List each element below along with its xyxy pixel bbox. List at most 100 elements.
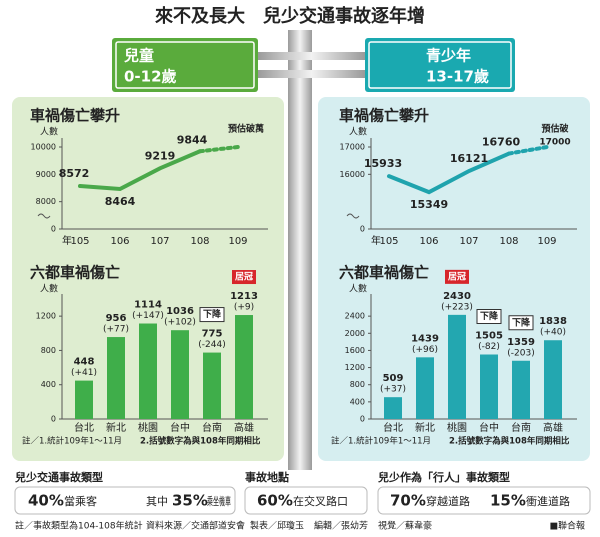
y-tick-label: 0 — [51, 225, 56, 234]
x-axis-label: 年 — [62, 234, 72, 247]
line — [387, 151, 511, 195]
summary-heading: 兒少交通事故類型 — [15, 470, 103, 484]
footer-brand: ■聯合報 — [549, 520, 585, 532]
point-label: 9219 — [145, 149, 176, 162]
value-label: 1439 — [411, 333, 439, 344]
x-tick-label: 107 — [459, 236, 478, 247]
sign-border — [368, 41, 512, 89]
bar — [448, 314, 466, 419]
note: 2.括號數字為與108年同期相比 — [140, 436, 261, 447]
value-label: 1213 — [230, 291, 258, 302]
sign-border — [115, 41, 255, 89]
x-tick-label: 高雄 — [234, 421, 254, 434]
x-tick-label: 105 — [379, 236, 398, 247]
summary-text: 當乘客 — [64, 494, 97, 508]
sign-label: 青少年 — [426, 47, 471, 65]
point-label: 9844 — [177, 133, 208, 146]
bar — [203, 352, 221, 419]
bar — [107, 337, 125, 419]
badge — [199, 307, 225, 323]
y-tick-label: 800 — [41, 346, 56, 355]
summary-heading: 兒少作為「行人」事故類型 — [378, 470, 510, 484]
note: 註／1.統計109年1～11月 — [22, 436, 122, 447]
x-tick-label: 108 — [190, 236, 209, 247]
chart-title: 六都車禍傷亡 — [30, 264, 120, 282]
bar — [75, 380, 93, 419]
y-tick-label: 400 — [41, 380, 56, 389]
point-label: 15349 — [410, 198, 448, 211]
chart-title: 車禍傷亡攀升 — [339, 107, 429, 125]
y-axis-label: 人數 — [40, 283, 58, 295]
change-label: (-82) — [478, 342, 500, 352]
pole — [288, 30, 312, 470]
badge-label: 下降 — [203, 308, 222, 320]
x-tick-label: 桃園 — [138, 421, 158, 434]
change-label: (+40) — [540, 328, 566, 338]
badge — [476, 309, 502, 324]
bar — [544, 340, 562, 419]
value-label: 1505 — [475, 331, 503, 342]
annotation: 預估破 — [541, 123, 569, 135]
footer-credit: 製表／邱瓊玉 — [250, 520, 304, 532]
y-tick-label: 2000 — [345, 329, 365, 338]
y-tick-label: 17000 — [340, 143, 365, 152]
summary-box — [377, 486, 591, 515]
x-tick-label: 台北 — [383, 421, 403, 434]
change-label: (-244) — [198, 340, 225, 350]
annotation: 預估破萬 — [228, 123, 264, 135]
value-label: 1838 — [539, 316, 567, 327]
bar — [480, 354, 498, 419]
line — [78, 149, 202, 192]
x-tick-label: 107 — [150, 236, 169, 247]
x-tick-label: 新北 — [415, 421, 435, 434]
line — [507, 145, 549, 156]
y-tick-label: 2400 — [345, 312, 365, 321]
change-label: (+147) — [132, 311, 164, 321]
y-axis-label: 人數 — [349, 283, 367, 295]
x-tick-label: 106 — [110, 236, 129, 247]
summary-text: 乘坐機車 — [207, 494, 231, 508]
value-label: 1036 — [166, 306, 194, 317]
change-label: (+96) — [412, 345, 438, 355]
bar — [384, 397, 402, 419]
x-tick-label: 台南 — [511, 421, 531, 434]
x-tick-label: 台南 — [202, 421, 222, 434]
y-tick-label: 1200 — [345, 363, 365, 372]
y-tick-label: 0 — [51, 415, 56, 424]
y-tick-label: 16000 — [340, 170, 365, 179]
change-label: (+77) — [103, 325, 129, 335]
footer-credit: 視覺／蘇韋豪 — [378, 520, 432, 532]
y-tick-label: 10000 — [31, 143, 56, 152]
y-tick-label: 800 — [350, 380, 365, 389]
summary-heading: 事故地點 — [245, 470, 289, 484]
y-tick-label: 1600 — [345, 346, 365, 355]
value-label: 775 — [202, 329, 223, 340]
annotation: 17000 — [539, 138, 570, 148]
chart-title: 六都車禍傷亡 — [339, 264, 429, 282]
change-label: (+223) — [441, 302, 473, 312]
line — [198, 145, 240, 154]
summary-box — [244, 486, 368, 515]
note: 註／1.統計109年1～11月 — [331, 436, 431, 447]
y-axis-label: 人數 — [40, 126, 58, 138]
page-title: 來不及長大 兒少交通事故逐年增 — [155, 5, 425, 27]
bracket — [258, 52, 365, 60]
badge — [232, 270, 256, 285]
value-label: 509 — [383, 373, 404, 384]
sign-teens — [365, 38, 515, 92]
sign-ages: 13-17歲 — [426, 68, 489, 86]
chart-title: 車禍傷亡攀升 — [30, 107, 120, 125]
footer-source: 資料來源／交通部道安會 — [146, 520, 245, 532]
change-label: (-203) — [507, 348, 534, 358]
summary-text: 在交叉路口 — [293, 494, 348, 508]
y-axis-label: 人數 — [349, 126, 367, 138]
value-label: 2430 — [443, 291, 471, 302]
y-tick-label: 9000 — [36, 170, 56, 179]
footer-credit: 編輯／張幼芳 — [314, 520, 368, 532]
point-label: 8572 — [59, 167, 90, 180]
point-label: 8464 — [105, 195, 136, 208]
value-label: 1359 — [507, 337, 535, 348]
bar — [171, 330, 189, 419]
badge-label: 居冠 — [448, 271, 466, 282]
